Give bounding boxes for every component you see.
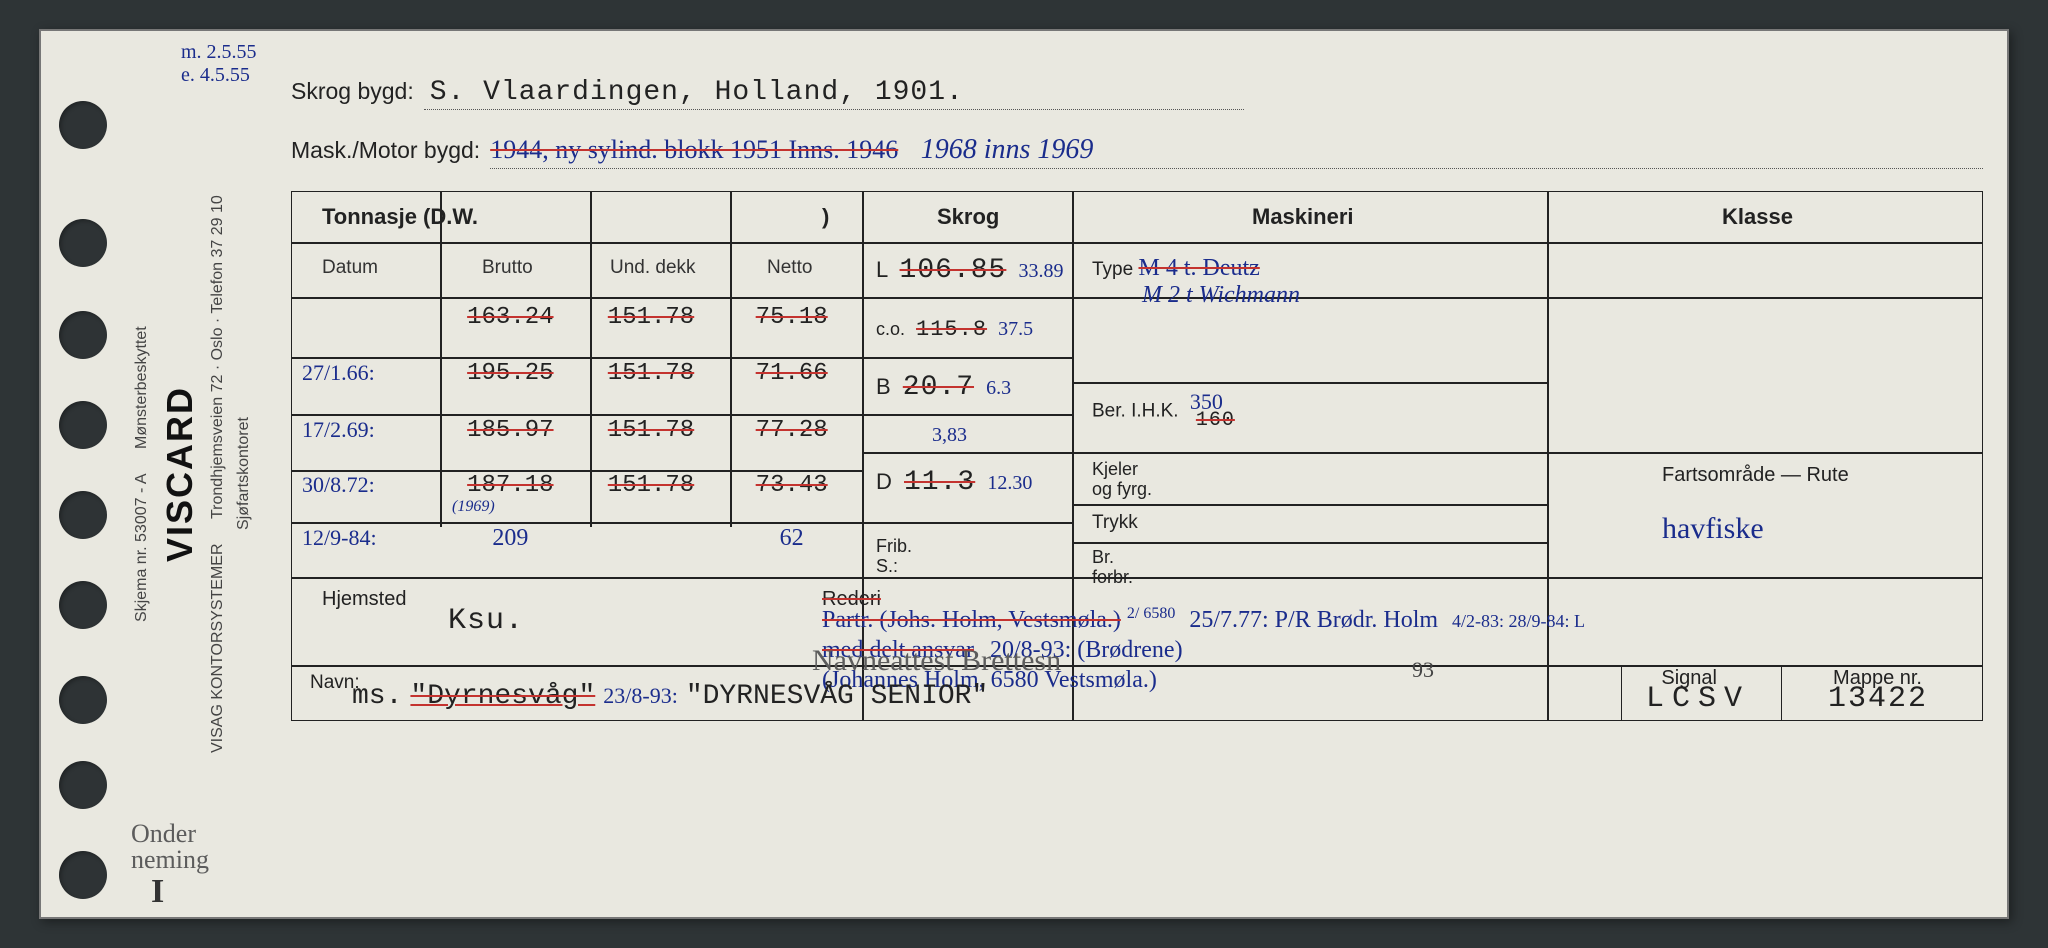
form-main: m. 2.5.55 e. 4.5.55 Skrog bygd: S. Vlaar… [291,47,1983,905]
mask-trykk: Trykk [1092,512,1138,534]
punch-hole [59,101,107,149]
punch-hole [59,676,107,724]
motor-new: 1968 inns 1969 [903,134,1094,165]
col-netto: Netto [767,257,812,279]
skrog-Lc: c.o. 115.8 37.5 [876,317,1033,342]
skrog-header: Skrog [937,204,999,230]
skrog-frib: Frib. S.: [876,537,912,577]
index-card: Skjema nr. 53007 - A Mønsterbeskyttet VI… [39,29,2009,919]
tonnage-row: 30/8.72: 187.18 151.78 73.43 [292,472,862,527]
top-note-a: m. 2.5.55 [181,41,257,64]
mask-forbr: Br. forbr. [1092,548,1133,588]
skrog-bygd-value: S. Vlaardingen, Holland, 1901. [424,77,1244,110]
onder-note: Onder neming [131,821,209,873]
side-company: VISAG KONTORSYSTEMER [209,543,227,753]
skrog-B: B 20.7 6.3 [876,372,1011,403]
punch-hole [59,219,107,267]
punch-hole [59,491,107,539]
brand-logo: VISCARD [159,386,201,562]
tonnage-row: 12/9-84: 209 62 [292,525,862,580]
klasse-header: Klasse [1722,204,1793,230]
punch-hole [59,311,107,359]
mask-kjeler: Kjeler og fyrg. [1092,460,1152,500]
hjemsted-value: Ksu. [442,604,530,639]
punch-hole [59,401,107,449]
col-brutto: Brutto [482,257,533,279]
side-protect: Mønsterbeskyttet [133,326,151,449]
mappe-value: 13422 [1828,682,1928,716]
skrog-D: D 11.3 12.30 [876,467,1032,498]
skrog-bygd-label: Skrog bygd: [291,78,414,105]
tonnage-row: 17/2.69: 185.97 151.78 77.28 [292,417,862,472]
col-datum: Datum [322,257,378,279]
note-93: 93 [1412,657,1434,683]
navneattest: Navneattest Brettesn [812,644,1061,678]
maskineri-header: Maskineri [1252,204,1354,230]
mask-ihk: Ber. I.H.K. 350 160 [1092,392,1241,431]
mask-type: Type M 4 t. Deutz M 2 t Wichmann [1092,255,1300,309]
farts-label: Fartsområde — Rute [1662,464,1849,487]
row-note: (1969) [452,498,495,516]
skrog-D-mid: 3,83 [932,424,967,447]
motor-old: 1944, ny sylind. blokk 1951 Inns. 1946 [490,135,898,164]
scan-frame: Skjema nr. 53007 - A Mønsterbeskyttet VI… [0,0,2048,948]
roman-numeral: I [151,873,164,911]
motor-bygd-label: Mask./Motor bygd: [291,137,480,164]
side-skjema: Skjema nr. 53007 - A [133,473,151,622]
punch-hole [59,761,107,809]
signal-value: LCSV [1646,682,1750,716]
top-note-b: e. 4.5.55 [181,64,257,87]
navn-line: ms. "Dyrnesvåg" 23/8-93: "DYRNESVÅG SENI… [352,681,1612,712]
punch-hole [59,581,107,629]
col-und: Und. dekk [610,257,696,279]
top-note: m. 2.5.55 e. 4.5.55 [181,41,257,87]
side-print: Skjema nr. 53007 - A Mønsterbeskyttet VI… [129,31,269,917]
tonnage-header: Tonnasje (D.W. [322,204,478,229]
side-address: Trondhjemsveien 72 · Oslo · Telefon 37 2… [209,195,227,519]
skrog-L: L 106.85 33.89 [876,255,1063,286]
punch-hole [59,851,107,899]
hjemsted-label: Hjemsted [322,588,406,611]
farts-value: havfiske [1662,512,1764,546]
tonnage-row: 163.24 151.78 75.18 [292,304,862,359]
tonnage-close: ) [822,204,829,230]
data-grid: Tonnasje (D.W. ) Skrog Maskineri Klasse … [291,191,1983,721]
side-sjofart: Sjøfartskontoret [235,418,253,531]
tonnage-row: 27/1.66: 195.25 151.78 71.66 [292,360,862,415]
